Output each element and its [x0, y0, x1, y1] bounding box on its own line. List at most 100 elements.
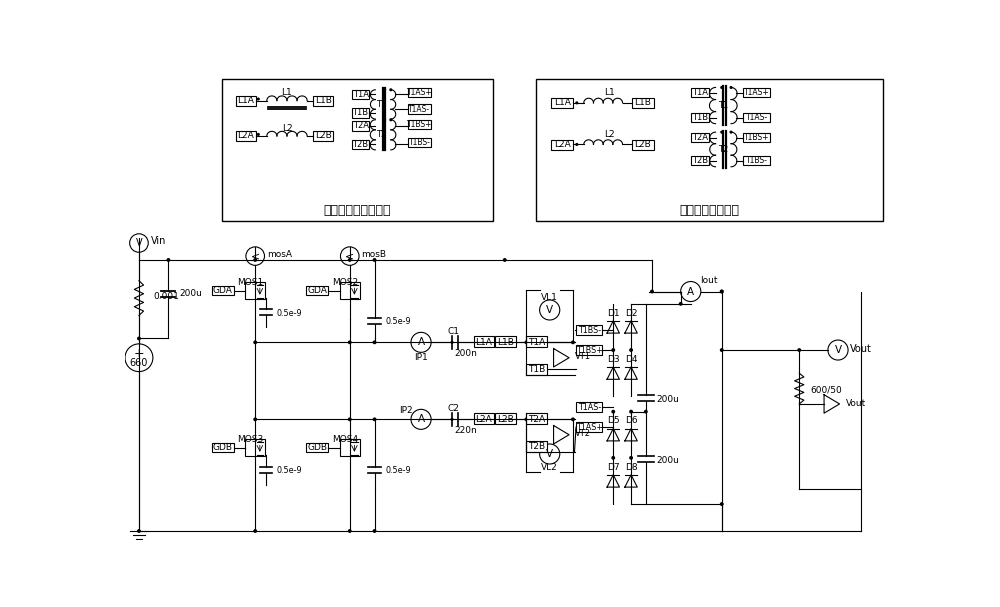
Text: Iout: Iout — [700, 276, 718, 285]
Text: VT2: VT2 — [575, 429, 591, 438]
Bar — [743, 88, 770, 98]
Text: mosA: mosA — [267, 250, 292, 259]
Text: L2A: L2A — [554, 140, 570, 149]
Text: 200u: 200u — [179, 290, 202, 298]
Circle shape — [611, 410, 615, 413]
Circle shape — [389, 88, 392, 91]
Text: T1A: T1A — [692, 89, 708, 97]
Text: IP2: IP2 — [399, 405, 412, 415]
Text: T2A: T2A — [353, 121, 369, 131]
Circle shape — [720, 290, 724, 293]
Text: Vout: Vout — [846, 399, 866, 409]
Text: C2: C2 — [448, 404, 460, 413]
Bar — [306, 286, 328, 296]
Bar — [408, 138, 431, 147]
Text: L1A: L1A — [554, 98, 571, 107]
Text: VL1: VL1 — [541, 293, 558, 302]
Text: <: < — [251, 251, 260, 261]
Bar — [245, 282, 265, 299]
Bar — [576, 345, 602, 354]
Circle shape — [373, 529, 376, 533]
Text: +: + — [134, 347, 144, 361]
Circle shape — [828, 340, 848, 360]
Bar — [212, 286, 234, 296]
Text: A: A — [417, 415, 425, 424]
Circle shape — [383, 118, 386, 121]
Text: GDB: GDB — [307, 443, 327, 452]
Circle shape — [629, 410, 633, 413]
Text: T1BS-: T1BS- — [746, 156, 768, 165]
Circle shape — [525, 341, 528, 344]
Text: IP1: IP1 — [414, 353, 428, 362]
Circle shape — [650, 290, 654, 293]
Bar — [306, 443, 328, 452]
Circle shape — [340, 247, 359, 265]
Text: L1: L1 — [604, 89, 615, 97]
Bar — [352, 90, 369, 99]
Bar — [551, 140, 573, 150]
Circle shape — [373, 418, 376, 421]
Circle shape — [166, 258, 170, 262]
Bar — [408, 120, 431, 129]
Text: 独立电感和变压器: 独立电感和变压器 — [679, 204, 739, 217]
Text: T1BS-: T1BS- — [409, 138, 430, 147]
Circle shape — [679, 302, 683, 306]
Circle shape — [450, 418, 454, 421]
Text: D5: D5 — [607, 416, 620, 426]
Text: L2B: L2B — [634, 140, 651, 149]
Circle shape — [681, 282, 701, 302]
Bar — [495, 336, 516, 347]
Bar — [313, 96, 333, 106]
Bar — [340, 282, 360, 299]
Text: mosB: mosB — [361, 250, 386, 259]
Bar — [691, 88, 709, 98]
Text: L1A: L1A — [237, 96, 254, 105]
Text: V: V — [546, 305, 553, 315]
Bar — [632, 98, 654, 108]
Circle shape — [571, 341, 575, 344]
Bar — [551, 98, 573, 108]
Bar — [691, 156, 709, 165]
Text: T2A: T2A — [528, 415, 545, 424]
Bar — [576, 402, 602, 412]
Text: MOS2: MOS2 — [332, 278, 358, 287]
Text: A: A — [417, 337, 425, 347]
Text: T1B: T1B — [528, 365, 545, 374]
Text: 200u: 200u — [657, 456, 680, 464]
Circle shape — [253, 529, 257, 533]
Circle shape — [130, 234, 148, 253]
Text: MOS1: MOS1 — [237, 278, 264, 287]
Bar — [352, 140, 369, 149]
Text: T1AS-: T1AS- — [746, 113, 768, 122]
Bar — [743, 156, 770, 165]
Bar — [222, 79, 493, 222]
Circle shape — [720, 131, 723, 134]
Text: 0.5e-9: 0.5e-9 — [277, 466, 303, 475]
Bar — [408, 88, 431, 98]
Circle shape — [540, 300, 560, 320]
Text: L1B: L1B — [315, 96, 332, 105]
Circle shape — [525, 418, 528, 421]
Text: GDB: GDB — [213, 443, 233, 452]
Circle shape — [373, 341, 376, 344]
Text: T2B: T2B — [353, 140, 369, 149]
Circle shape — [348, 418, 352, 421]
Text: D1: D1 — [607, 308, 620, 317]
Circle shape — [730, 86, 733, 89]
Circle shape — [575, 101, 578, 104]
Bar — [474, 413, 494, 424]
Text: T2: T2 — [376, 130, 387, 139]
Text: V: V — [834, 345, 842, 355]
Text: 600/50: 600/50 — [810, 385, 842, 395]
Text: D4: D4 — [625, 354, 637, 364]
Text: L2: L2 — [282, 124, 292, 133]
Text: T1: T1 — [376, 100, 387, 109]
Circle shape — [629, 348, 633, 352]
Circle shape — [611, 348, 615, 352]
Circle shape — [720, 348, 724, 352]
Bar — [340, 439, 360, 456]
Text: 0.5e-9: 0.5e-9 — [385, 317, 411, 326]
Text: T1AS+: T1AS+ — [407, 89, 432, 97]
Text: L1: L1 — [282, 89, 292, 97]
Text: T2B: T2B — [528, 442, 545, 451]
